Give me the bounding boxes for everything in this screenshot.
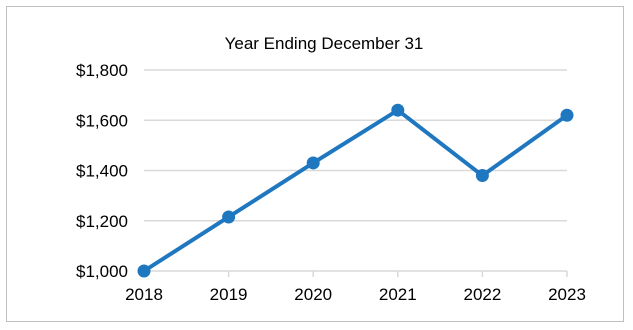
x-tick-label: 2020 [294,285,332,304]
y-tick-label: $1,600 [76,111,128,130]
y-axis-tick-labels: $1,000 $1,200 $1,400 $1,600 $1,800 [76,61,128,281]
chart-title: Year Ending December 31 [225,34,424,53]
data-point [475,169,489,183]
x-tick-label: 2018 [125,285,163,304]
y-tick-label: $1,000 [76,262,128,281]
data-point [306,156,320,170]
data-point [137,264,151,278]
chart-frame: Year Ending December 31 $1,000 $1,200 $1,4… [6,6,624,322]
y-tick-label: $1,800 [76,61,128,80]
series-line [142,108,569,273]
axes [143,270,568,277]
y-tick-label: $1,200 [76,212,128,231]
data-point [222,210,236,224]
series-layer [137,103,574,278]
x-tick-label: 2021 [379,285,417,304]
data-point [391,103,405,117]
data-point [560,108,574,122]
line-chart: Year Ending December 31 $1,000 $1,200 $1,4… [76,34,586,304]
x-tick-label: 2022 [463,285,501,304]
x-axis-tick-labels: 2018 2019 2020 2021 2022 2023 [125,285,586,304]
x-tick-label: 2023 [548,285,586,304]
x-tick-label: 2019 [210,285,248,304]
gridlines [144,69,567,222]
y-tick-label: $1,400 [76,162,128,181]
